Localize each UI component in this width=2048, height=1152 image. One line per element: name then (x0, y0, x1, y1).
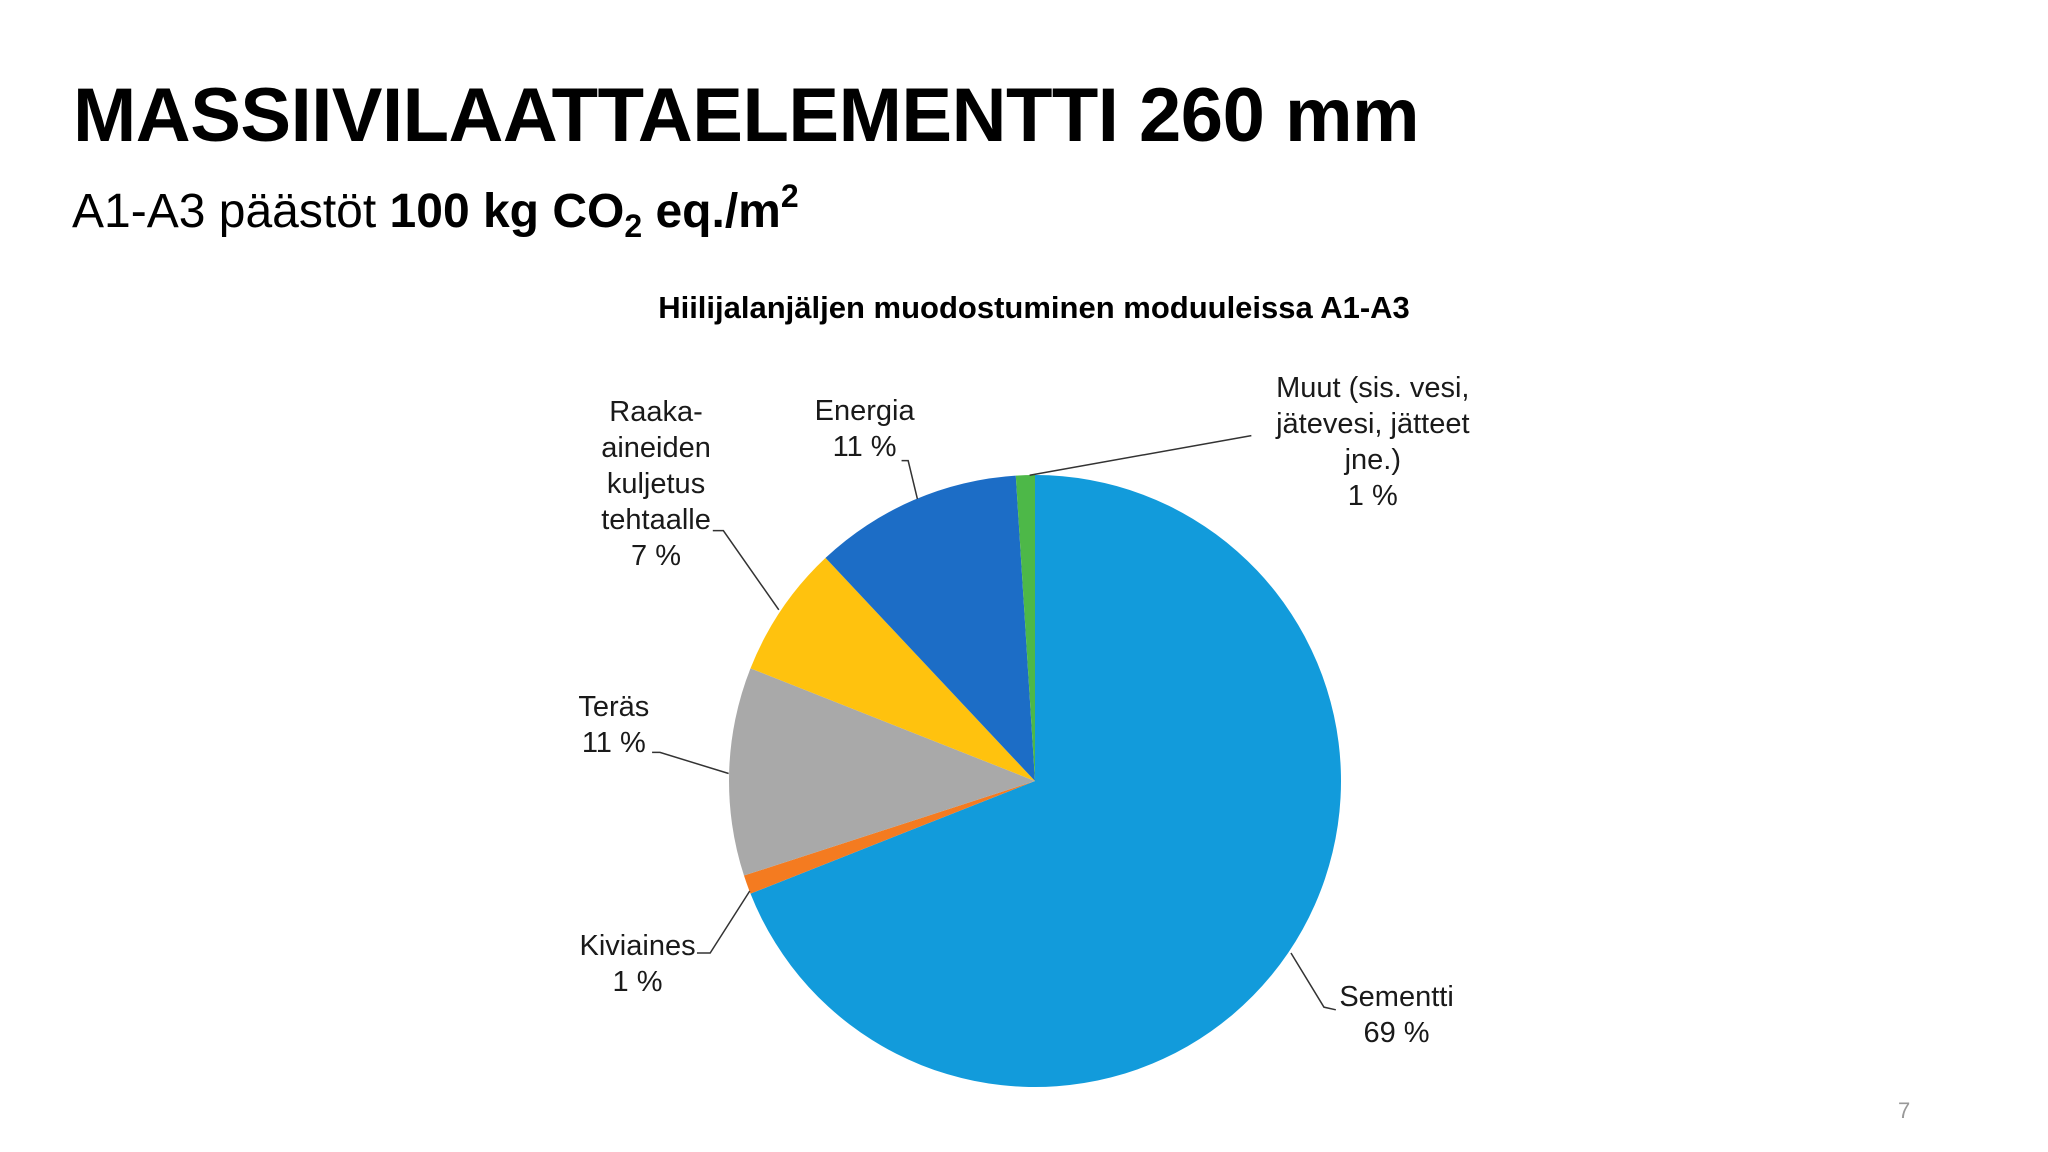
leader-line (901, 459, 919, 500)
leader-line (652, 751, 729, 775)
slice-label: Muut (sis. vesi, jätevesi, jätteet jne.)… (1276, 370, 1469, 514)
slice-label: Raaka- aineiden kuljetus tehtaalle 7 % (601, 394, 711, 574)
category-label: Kiviaines (579, 929, 696, 962)
slice-label: Kiviaines 1 % (580, 928, 696, 1000)
pie-slice (743, 781, 1035, 894)
value-label: 11 % (832, 431, 897, 463)
superscript: 2 (780, 178, 799, 214)
subscript: 2 (624, 208, 643, 244)
category-label: Energia (814, 395, 915, 427)
page-number: 7 (1898, 1098, 1911, 1123)
slide-title: MASSIIVILAATTAELEMENTTI 260 mm (73, 73, 1420, 158)
category-label: Raaka- aineiden kuljetus tehtaalle (601, 396, 711, 537)
pie-slice (750, 475, 1341, 1087)
value-label: 69 % (1363, 1017, 1430, 1050)
pie-slice (825, 475, 1035, 781)
pie-slice (750, 557, 1035, 781)
leader-line (712, 529, 780, 611)
value-label: 7 % (631, 540, 682, 573)
category-label: Teräs (578, 690, 650, 723)
category-label: Muut (sis. vesi, jätevesi, jätteet jne.) (1276, 372, 1470, 477)
value-label: 1 % (1347, 480, 1398, 513)
value-label: 11 % (581, 726, 646, 759)
leader-line (1029, 434, 1252, 476)
subtitle-amount: 100 kg CO2 eq./m2 (389, 178, 799, 244)
slice-label: Teräs 11 % (578, 689, 649, 761)
leader-line (696, 890, 751, 954)
category-label: Sementti (1339, 981, 1454, 1014)
chart-title: Hiilijalanjäljen muodostuminen moduuleis… (658, 290, 1410, 325)
subtitle-text: A1-A3 päästöt (72, 185, 377, 238)
value-label: 1 % (612, 965, 663, 998)
slide-subtitle: A1-A3 päästöt 100 kg CO2 eq./m2 (72, 178, 799, 245)
leader-line (1290, 952, 1337, 1011)
pie-slice (729, 668, 1035, 876)
pie-slice (1015, 475, 1035, 781)
subtitle-amount-text: 100 kg CO (389, 185, 625, 238)
slice-label: Energia 11 % (815, 393, 915, 465)
slice-label: Sementti 69 % (1339, 979, 1453, 1051)
subtitle-unit: eq./m (642, 185, 781, 238)
